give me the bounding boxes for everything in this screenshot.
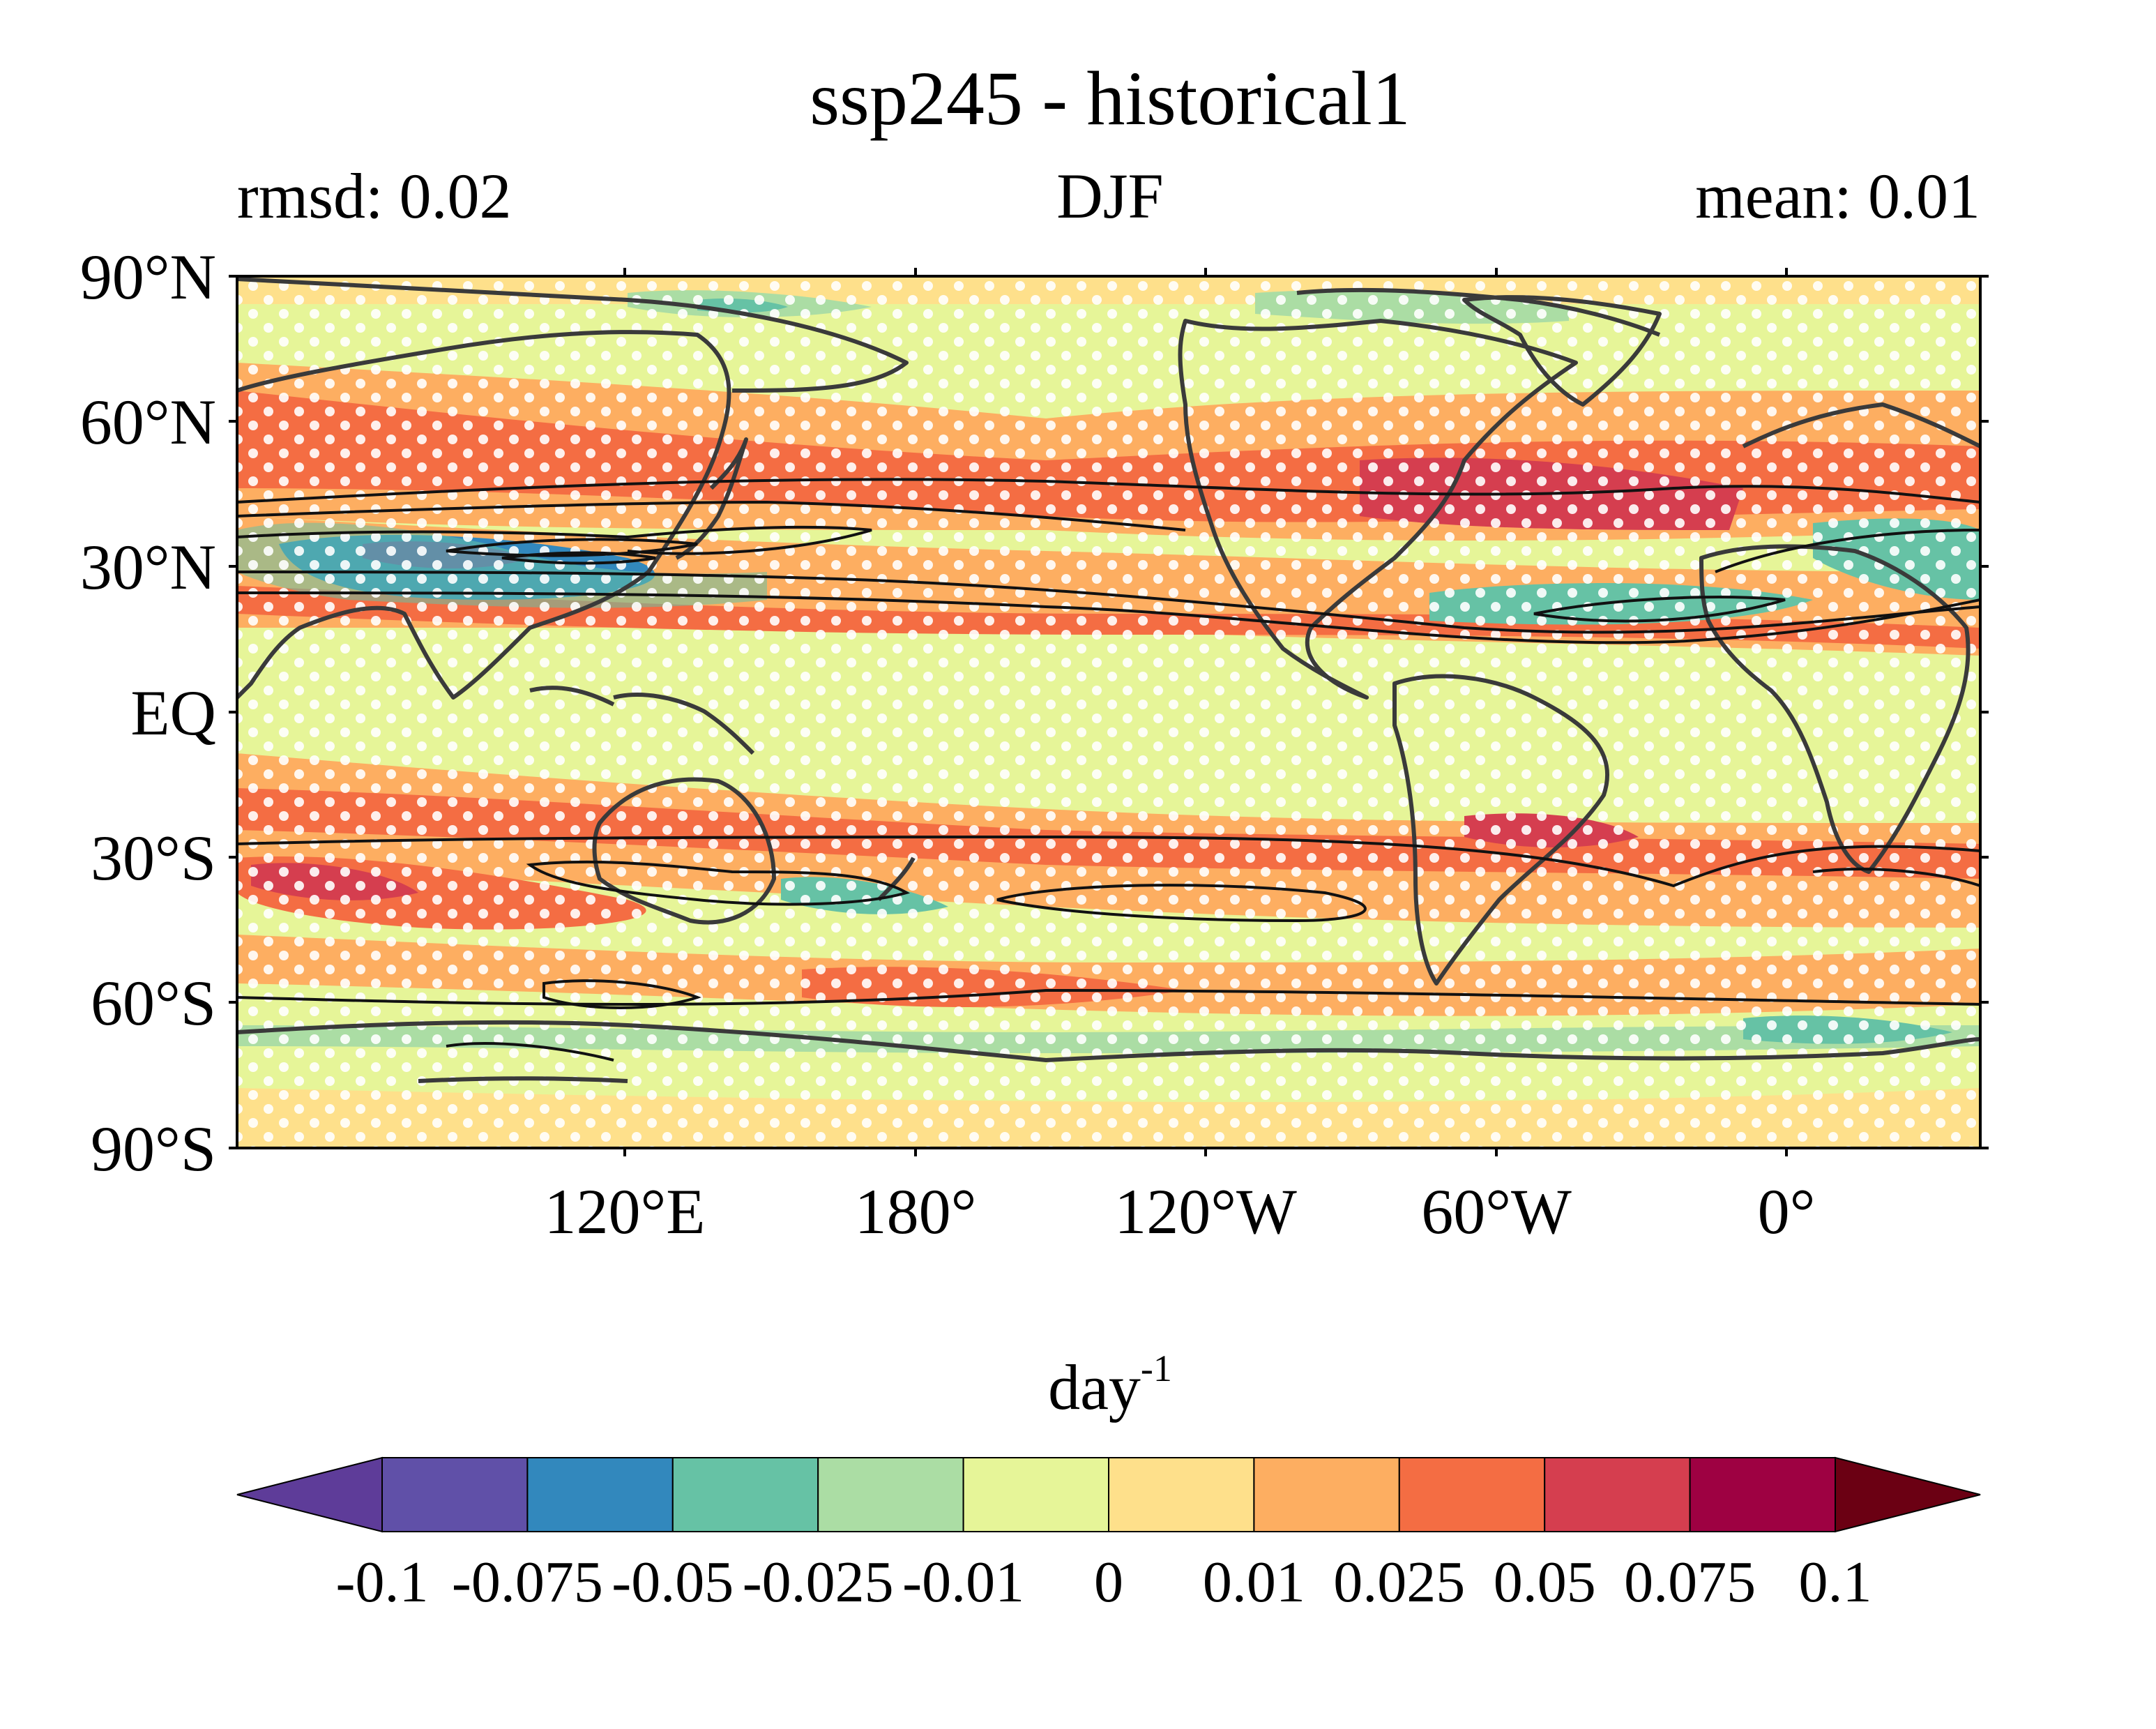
coastlines [237,277,1980,1083]
colorbar-tick-label: -0.1 [336,1550,429,1615]
colorbar-tick-label: 0 [1094,1550,1123,1615]
unit-base: day [1048,1352,1141,1423]
lat-label-30n: 30°N [80,531,216,603]
lat-label-60n: 60°N [80,386,216,458]
colorbar-tick-label: 0.05 [1494,1550,1596,1615]
colorbar-segment [1544,1457,1691,1532]
lon-label-120e: 120°E [545,1176,706,1247]
colorbar-unit: day-1 [1048,1347,1172,1423]
unit-exponent: -1 [1141,1347,1172,1389]
colorbar-segment [1253,1457,1400,1532]
colorbar-tick-label: 0.075 [1624,1550,1756,1615]
colorbar-tick-label: -0.075 [452,1550,603,1615]
lat-label-60s: 60°S [91,967,216,1039]
colorbar-extend-high [1835,1456,1981,1533]
season-label: DJF [1056,160,1163,232]
figure-title: ssp245 - historical1 [810,56,1411,141]
colorbar-extend-low [236,1456,383,1533]
colorbar [236,1456,1981,1533]
colorbar-labels: -0.1 -0.075 -0.05 -0.025 -0.01 0 0.01 0.025 0.05… [336,1550,1872,1615]
lon-label-120w: 120°W [1114,1176,1297,1247]
lat-label-90s: 90°S [91,1113,216,1184]
mean-label: mean: 0.01 [1695,160,1980,232]
colorbar-segment [817,1457,964,1532]
lon-label-180: 180° [855,1176,977,1247]
colorbar-segment [381,1457,529,1532]
colorbar-segment [526,1457,674,1532]
colorbar-tick-label: 0.01 [1203,1550,1305,1615]
colorbar-segment [1108,1457,1255,1532]
lat-label-30s: 30°S [91,822,216,893]
lon-label-60w: 60°W [1421,1176,1572,1247]
colorbar-segment [1689,1457,1837,1532]
lat-labels: 90°N 60°N 30°N EQ 30°S 60°S 90°S [80,241,216,1184]
lat-label-90n: 90°N [80,241,216,312]
colorbar-tick-label: -0.025 [743,1550,894,1615]
colorbar-segment [1398,1457,1546,1532]
colorbar-tick-label: -0.01 [902,1550,1024,1615]
lon-labels: 120°E 180° 120°W 60°W 0° [545,1176,1816,1247]
lat-label-eq: EQ [130,677,216,748]
rmsd-label: rmsd: 0.02 [237,160,512,232]
colorbar-segment [962,1457,1109,1532]
map-panel [237,276,1980,1148]
lon-label-0: 0° [1758,1176,1816,1247]
colorbar-tick-label: -0.05 [612,1550,734,1615]
colorbar-tick-label: 0.1 [1799,1550,1872,1615]
colorbar-segment [671,1457,819,1532]
significance-stippling [237,276,1980,1148]
climatology-contours [237,478,1980,1062]
map-ticks [229,268,1989,1156]
colorbar-tick-label: 0.025 [1333,1550,1465,1615]
